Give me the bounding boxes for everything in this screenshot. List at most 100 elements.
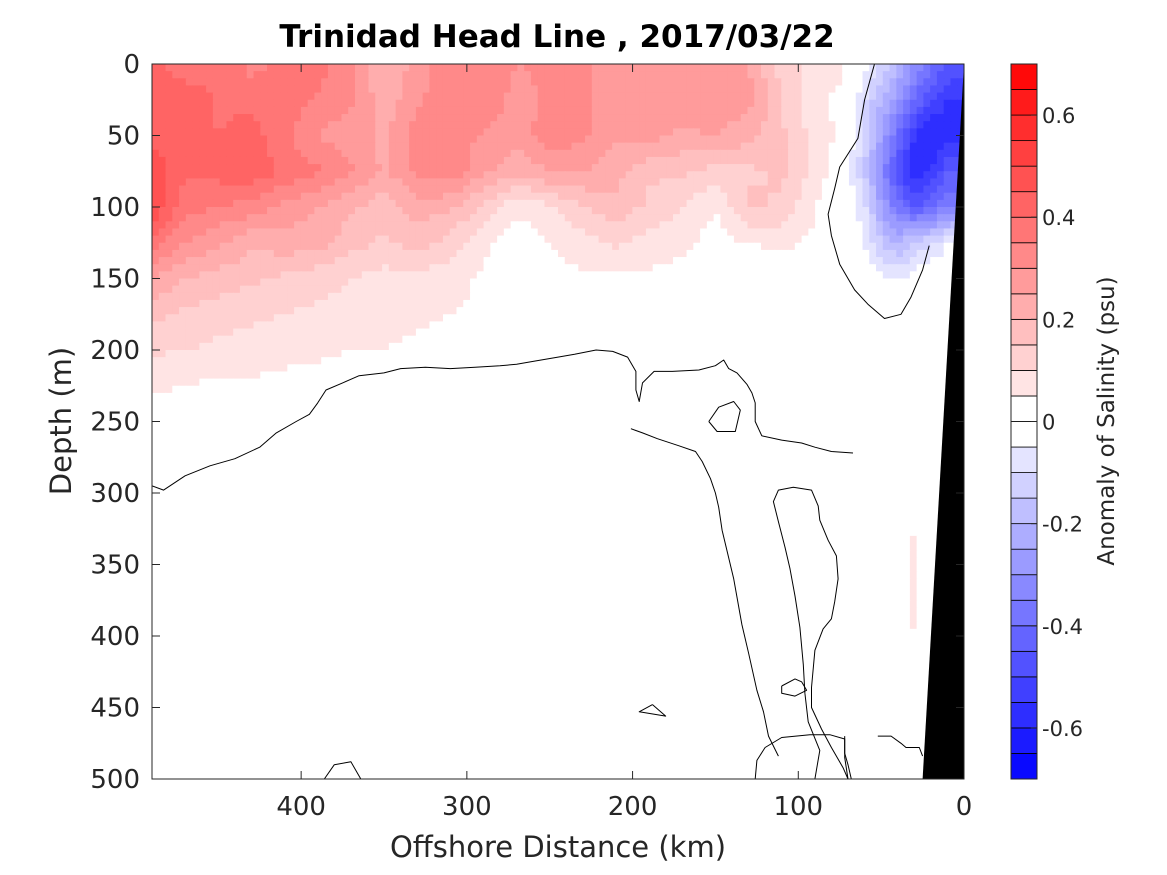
field-cell	[578, 71, 586, 79]
field-cell	[300, 242, 309, 251]
field-cell	[598, 149, 606, 158]
field-cell	[165, 142, 173, 151]
field-cell	[260, 171, 268, 179]
field-cell	[828, 214, 837, 222]
field-cell	[889, 249, 897, 258]
field-cell	[673, 228, 681, 237]
field-cell	[842, 156, 850, 165]
field-cell	[158, 78, 167, 87]
field-cell	[618, 99, 627, 108]
field-cell	[916, 335, 924, 344]
field-cell	[788, 156, 796, 165]
field-cell	[848, 271, 857, 280]
field-cell	[923, 242, 931, 251]
field-cell	[253, 242, 261, 251]
field-cell	[761, 185, 769, 194]
field-cell	[747, 85, 755, 94]
field-cell	[476, 342, 485, 351]
field-cell	[781, 149, 789, 158]
field-cell	[212, 357, 221, 365]
field-cell	[903, 292, 911, 301]
field-cell	[402, 214, 410, 222]
field-cell	[855, 192, 864, 201]
field-cell	[876, 114, 884, 122]
field-cell	[341, 264, 349, 272]
field-cell	[436, 235, 444, 244]
field-cell	[327, 321, 336, 330]
field-cell	[253, 178, 261, 187]
field-cell	[530, 149, 539, 158]
field-cell	[497, 257, 505, 265]
field-cell	[727, 271, 735, 280]
field-cell	[869, 142, 877, 151]
field-cell	[618, 235, 627, 244]
field-cell	[314, 328, 322, 337]
field-cell	[375, 106, 383, 115]
field-cell	[456, 342, 464, 351]
field-cell	[943, 214, 952, 222]
field-cell	[192, 321, 200, 330]
field-cell	[199, 278, 207, 287]
field-cell	[686, 128, 694, 137]
field-cell	[388, 142, 397, 151]
field-cell	[551, 135, 559, 144]
field-cell	[456, 207, 464, 215]
field-cell	[368, 135, 376, 144]
field-cell	[503, 278, 512, 287]
field-cell	[429, 242, 437, 251]
field-cell	[490, 128, 498, 137]
field-cell	[578, 121, 586, 129]
field-cell	[605, 207, 613, 215]
field-cell	[192, 128, 200, 137]
field-cell	[517, 156, 525, 165]
field-cell	[693, 214, 701, 222]
field-cell	[936, 278, 945, 287]
field-cell	[388, 335, 397, 344]
field-cell	[152, 142, 160, 151]
field-cell	[497, 285, 505, 294]
field-cell	[260, 285, 268, 294]
field-cell	[314, 149, 322, 158]
field-cell	[246, 342, 255, 351]
field-cell	[517, 106, 525, 115]
field-cell	[429, 99, 437, 108]
field-cell	[835, 106, 843, 115]
field-cell	[727, 307, 735, 315]
field-cell	[815, 164, 823, 172]
field-cell	[909, 64, 918, 72]
field-cell	[903, 257, 911, 265]
field-cell	[652, 292, 661, 301]
field-cell	[361, 149, 370, 158]
field-cell	[564, 249, 573, 258]
field-cell	[470, 242, 478, 251]
field-cell	[280, 178, 288, 187]
field-cell	[761, 228, 769, 237]
field-cell	[172, 328, 180, 337]
field-cell	[334, 99, 343, 108]
field-cell	[720, 156, 728, 165]
field-cell	[490, 249, 498, 258]
field-cell	[517, 321, 525, 330]
field-cell	[348, 285, 356, 294]
field-cell	[903, 64, 911, 72]
field-cell	[388, 278, 397, 287]
field-cell	[612, 178, 620, 187]
field-cell	[239, 121, 248, 129]
field-cell	[713, 214, 721, 222]
field-cell	[544, 214, 552, 222]
field-cell	[936, 135, 945, 144]
field-cell	[679, 321, 688, 330]
field-cell	[415, 99, 424, 108]
field-cell	[848, 106, 857, 115]
field-cell	[226, 92, 234, 101]
field-cell	[368, 292, 376, 301]
field-cell	[652, 335, 661, 344]
field-cell	[639, 292, 647, 301]
field-cell	[848, 149, 857, 158]
field-cell	[307, 257, 315, 265]
field-cell	[375, 249, 383, 258]
field-cell	[280, 207, 288, 215]
field-cell	[794, 314, 803, 322]
field-cell	[334, 164, 343, 172]
field-cell	[463, 307, 471, 315]
